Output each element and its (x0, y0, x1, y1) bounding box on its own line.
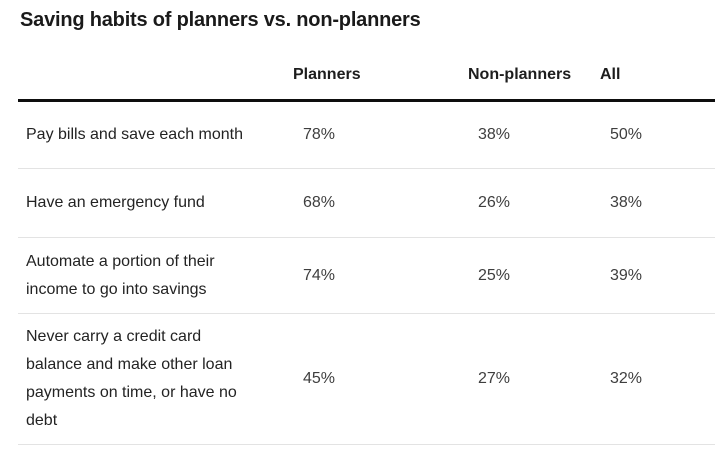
value-non-planners: 26% (468, 168, 600, 238)
column-header-non-planners: Non-planners (468, 52, 600, 102)
value-planners: 78% (293, 100, 468, 169)
column-header-habit (18, 52, 293, 102)
table-row-pay-bills: Pay bills and save each month 78% 38% 50… (18, 100, 715, 169)
value-planners: 45% (293, 313, 468, 445)
column-header-all: All (600, 52, 715, 102)
row-label-text: Have an emergency fund (26, 194, 205, 211)
row-label: Pay bills and save each month (18, 100, 293, 169)
value-all: 50% (600, 100, 715, 169)
row-label: Never carry a credit card balance and ma… (18, 313, 293, 445)
table-body: Pay bills and save each month 78% 38% 50… (18, 100, 715, 445)
value-non-planners: 25% (468, 237, 600, 314)
column-header-planners: Planners (293, 52, 468, 102)
table-row-no-debt: Never carry a credit card balance and ma… (18, 313, 715, 445)
value-non-planners: 27% (468, 313, 600, 445)
table-row-automate-savings: Automate a portion of their income to go… (18, 237, 715, 314)
row-label-text: Automate a portion of their income to go… (26, 252, 215, 298)
row-label: Have an emergency fund (18, 168, 293, 238)
row-label-text: Never carry a credit card balance and ma… (26, 328, 237, 429)
value-planners: 74% (293, 237, 468, 314)
table-header-row: Planners Non-planners All (18, 52, 715, 102)
table-header: Planners Non-planners All (18, 52, 715, 102)
value-all: 38% (600, 168, 715, 238)
table-row-emergency-fund: Have an emergency fund 68% 26% 38% (18, 168, 715, 238)
value-all: 32% (600, 313, 715, 445)
value-all: 39% (600, 237, 715, 314)
saving-habits-table: Planners Non-planners All Pay bills and … (18, 52, 715, 445)
row-label: Automate a portion of their income to go… (18, 237, 293, 314)
value-non-planners: 38% (468, 100, 600, 169)
row-label-text: Pay bills and save each month (26, 126, 244, 143)
value-planners: 68% (293, 168, 468, 238)
chart-title: Saving habits of planners vs. non-planne… (20, 9, 421, 31)
